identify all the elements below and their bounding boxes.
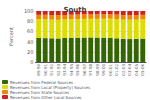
svg-text:94-95: 94-95 (69, 64, 74, 76)
svg-text:00-01: 00-01 (108, 64, 113, 76)
svg-text:91-92: 91-92 (49, 64, 54, 76)
svg-text:60: 60 (27, 28, 33, 34)
svg-text:95-96: 95-96 (75, 64, 80, 76)
svg-text:Revenues from State Sources: Revenues from State Sources (10, 89, 69, 95)
svg-text:96-97: 96-97 (82, 64, 87, 76)
svg-text:02-03: 02-03 (121, 64, 126, 76)
svg-text:South: South (63, 6, 86, 14)
svg-text:98-99: 98-99 (95, 64, 100, 76)
svg-text:05-06: 05-06 (140, 64, 145, 76)
svg-text:100: 100 (24, 8, 34, 14)
svg-text:97-98: 97-98 (88, 64, 93, 76)
svg-text:04-05: 04-05 (134, 64, 139, 76)
svg-text:Revenues from Other Local Sour: Revenues from Other Local Sources (10, 95, 81, 100)
svg-text:80: 80 (27, 18, 33, 24)
svg-text:20: 20 (27, 49, 33, 55)
svg-text:90-91: 90-91 (43, 64, 48, 76)
svg-text:Revenues from Local (Property): Revenues from Local (Property) Sources (10, 84, 91, 90)
svg-text:03-04: 03-04 (127, 64, 132, 76)
svg-text:92-93: 92-93 (56, 64, 61, 76)
svg-text:93-94: 93-94 (62, 64, 67, 76)
svg-text:0: 0 (30, 59, 33, 65)
svg-text:99-00: 99-00 (101, 64, 106, 76)
svg-text:40: 40 (27, 39, 33, 45)
svg-text:89-90: 89-90 (36, 64, 41, 76)
svg-text:Revenues from Federal Sources: Revenues from Federal Sources (10, 79, 74, 85)
svg-text:Percent: Percent (8, 27, 14, 46)
svg-text:01-02: 01-02 (114, 64, 119, 76)
